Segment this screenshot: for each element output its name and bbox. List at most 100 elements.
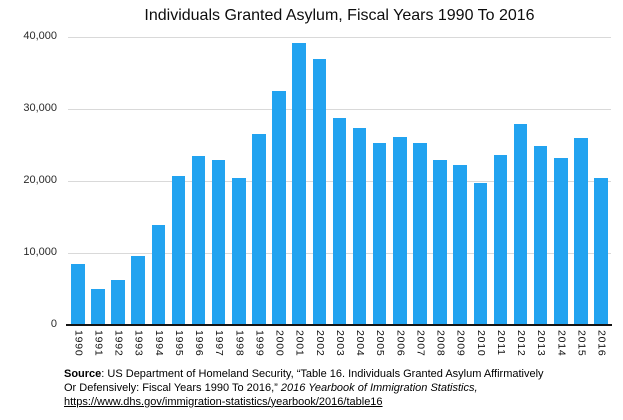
bar-1995 — [171, 175, 186, 325]
plot-area — [68, 37, 611, 325]
x-tick-label-2012: 2012 — [515, 330, 527, 357]
bar-2010 — [473, 183, 487, 325]
source-citation-italic: 2016 Yearbook of Immigration Statistics, — [280, 381, 478, 394]
bar-1996 — [191, 155, 206, 325]
x-tick-label-2005: 2005 — [374, 330, 387, 357]
x-tick-1994: 1994 — [152, 330, 166, 357]
y-tick-label-20000: 20,000 — [23, 174, 57, 186]
x-tick-2002: 2002 — [313, 330, 327, 357]
x-tick-2007: 2007 — [413, 330, 427, 357]
x-tick-label-2001: 2001 — [293, 330, 306, 357]
x-tick-2010: 2010 — [474, 330, 488, 357]
bar-1999 — [252, 133, 266, 325]
x-tick-label-2011: 2011 — [494, 330, 507, 356]
x-tick-2014: 2014 — [554, 330, 568, 357]
x-tick-label-1994: 1994 — [152, 330, 165, 357]
x-tick-1991: 1991 — [91, 330, 105, 357]
x-tick-2005: 2005 — [373, 330, 387, 357]
bar-series — [68, 37, 611, 325]
source-label: Source — [64, 368, 102, 380]
x-tick-label-1990: 1990 — [72, 330, 85, 357]
bar-2016 — [594, 177, 608, 325]
bar-1992 — [111, 279, 125, 325]
x-tick-2006: 2006 — [393, 330, 407, 357]
x-tick-label-1996: 1996 — [193, 330, 205, 357]
bar-1998 — [232, 177, 246, 325]
x-tick-label-2014: 2014 — [555, 330, 568, 357]
source-line1: : US Department of Homeland Security, “T… — [101, 368, 544, 380]
bar-2015 — [574, 137, 588, 325]
bar-1997 — [211, 159, 226, 325]
x-tick-1995: 1995 — [172, 330, 186, 357]
x-tick-label-1991: 1991 — [92, 330, 105, 357]
x-tick-label-2010: 2010 — [474, 330, 487, 357]
x-tick-label-1995: 1995 — [172, 330, 185, 357]
x-tick-1993: 1993 — [131, 330, 145, 357]
x-tick-2003: 2003 — [333, 330, 347, 357]
x-tick-1999: 1999 — [252, 330, 266, 357]
chart-title: Individuals Granted Asylum, Fiscal Years… — [144, 7, 535, 24]
bar-1991 — [91, 288, 105, 325]
x-tick-label-2000: 2000 — [273, 330, 286, 357]
x-tick-label-2006: 2006 — [394, 330, 407, 357]
x-tick-2004: 2004 — [353, 330, 367, 357]
y-tick-label-40000: 40,000 — [23, 30, 57, 42]
bar-2006 — [393, 137, 407, 325]
bar-2009 — [453, 165, 467, 325]
x-tick-label-2004: 2004 — [354, 330, 366, 357]
x-tick-2012: 2012 — [514, 330, 528, 357]
x-tick-label-2013: 2013 — [535, 330, 548, 357]
bar-2004 — [352, 128, 367, 325]
x-tick-1992: 1992 — [111, 330, 125, 357]
bar-1994 — [151, 225, 165, 325]
x-tick-label-2002: 2002 — [313, 330, 326, 357]
source-line2: Or Defensively: Fiscal Years 1990 To 201… — [64, 381, 281, 394]
bar-2007 — [413, 143, 427, 325]
bar-2014 — [554, 157, 568, 325]
bar-1990 — [71, 264, 85, 325]
gridline-40000 — [68, 37, 611, 38]
bar-2013 — [533, 145, 548, 325]
bar-2003 — [332, 118, 347, 325]
x-tick-2016: 2016 — [594, 330, 608, 357]
x-tick-label-1993: 1993 — [132, 330, 145, 357]
x-tick-label-2009: 2009 — [454, 330, 467, 357]
x-tick-label-1998: 1998 — [233, 330, 246, 357]
bar-2011 — [493, 155, 508, 325]
bar-2012 — [513, 124, 528, 325]
x-tick-1997: 1997 — [212, 330, 226, 357]
y-tick-label-0: 0 — [50, 318, 57, 330]
x-tick-label-1997: 1997 — [213, 330, 226, 357]
x-tick-label-1999: 1999 — [253, 330, 266, 357]
source-note: Source: US Department of Homeland Securi… — [64, 368, 616, 409]
x-tick-label-1992: 1992 — [112, 330, 125, 357]
x-tick-label-2003: 2003 — [333, 330, 346, 357]
bar-2008 — [433, 159, 447, 325]
source-link[interactable]: https://www.dhs.gov/immigration-statisti… — [64, 395, 383, 408]
x-axis-line — [66, 324, 612, 326]
x-tick-2009: 2009 — [453, 330, 467, 357]
x-tick-label-2016: 2016 — [595, 330, 608, 357]
bar-2002 — [312, 59, 326, 325]
x-tick-label-2015: 2015 — [575, 330, 588, 357]
gridline-30000 — [68, 109, 611, 110]
x-axis-labels: 1990 1991 1992 1993 1994 1995 1996 1997 1998 1999… — [68, 330, 611, 357]
bar-2000 — [272, 91, 286, 325]
y-tick-label-30000: 30,000 — [23, 102, 57, 114]
x-tick-2008: 2008 — [433, 330, 447, 357]
x-tick-2013: 2013 — [534, 330, 548, 357]
bar-2001 — [292, 43, 306, 325]
x-tick-2001: 2001 — [292, 330, 306, 357]
x-tick-1998: 1998 — [232, 330, 246, 357]
x-tick-2015: 2015 — [574, 330, 588, 357]
x-tick-label-2007: 2007 — [414, 330, 427, 357]
x-tick-1990: 1990 — [71, 330, 85, 357]
x-tick-1996: 1996 — [192, 330, 206, 357]
bar-2005 — [372, 143, 387, 325]
x-tick-label-2008: 2008 — [434, 330, 447, 357]
y-tick-label-10000: 10,000 — [23, 246, 57, 258]
bar-1993 — [131, 256, 145, 325]
x-tick-2011: 2011 — [494, 330, 508, 357]
x-tick-2000: 2000 — [272, 330, 286, 357]
